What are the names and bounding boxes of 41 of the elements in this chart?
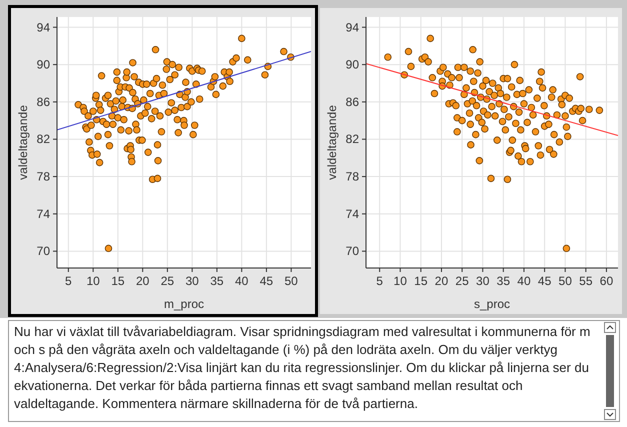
y-tick-label: 86 bbox=[346, 94, 360, 109]
x-tick-label: 25 bbox=[455, 274, 470, 288]
x-tick-label: 50 bbox=[284, 274, 298, 288]
y-tick-label: 90 bbox=[346, 58, 360, 72]
y-tick-label: 82 bbox=[346, 132, 360, 146]
x-tick-label: 45 bbox=[260, 274, 274, 288]
y-tick-label: 70 bbox=[346, 244, 360, 258]
x-axis-title: s_proc bbox=[474, 297, 510, 311]
x-tick-label: 40 bbox=[517, 274, 531, 288]
y-tick-label: 94 bbox=[36, 20, 50, 34]
x-tick-label: 50 bbox=[558, 274, 572, 288]
x-tick-label: 15 bbox=[414, 274, 428, 288]
y-tick-label: 74 bbox=[346, 206, 360, 221]
x-tick-label: 40 bbox=[235, 274, 249, 288]
x-tick-label: 10 bbox=[86, 274, 100, 288]
x-tick-label: 10 bbox=[394, 274, 408, 288]
x-tick-label: 35 bbox=[210, 274, 224, 288]
x-tick-label: 35 bbox=[496, 274, 510, 288]
x-tick-label: 30 bbox=[185, 274, 200, 288]
x-tick-label: 30 bbox=[476, 274, 490, 288]
text: Nu har vi växlat till tvåvariabeldiagram. Visar spridningsdiagram med valresultat i kommunerna för m och s på den vågräta axeln och valdeltagande (i %) på den lodräta axeln. Om du väljer verktyg 4:Analysera/6:Regression/2:Visa linjärt kan du rita regressionslinjer. Om du klickar på linjerna ser du ekvationerna. Det verkar för båda partierna finnas ett svagt samband mellan resultat och valdeltagande. Kommentera närmare skillnaderna för de två partierna. bbox=[14, 323, 592, 413]
y-axis-title: valdeltagande bbox=[325, 104, 339, 180]
x-tick-label: 60 bbox=[600, 274, 614, 288]
y-tick-label: 94 bbox=[346, 20, 360, 34]
x-tick-label: 45 bbox=[538, 274, 552, 288]
x-tick-label: 15 bbox=[111, 274, 125, 288]
x-axis-title: m_proc bbox=[164, 297, 204, 311]
y-tick-label: 78 bbox=[346, 170, 360, 184]
y-tick-label: 90 bbox=[36, 58, 50, 72]
y-axis-title: valdeltagande bbox=[16, 104, 30, 180]
y-tick-label: 86 bbox=[36, 94, 50, 109]
y-tick-label: 82 bbox=[36, 132, 50, 146]
y-tick-label: 78 bbox=[36, 170, 50, 184]
x-tick-label: 20 bbox=[434, 274, 448, 288]
x-tick-label: 20 bbox=[136, 274, 150, 288]
x-tick-label: 55 bbox=[579, 274, 593, 288]
x-tick-label: 5 bbox=[65, 274, 72, 288]
y-tick-label: 74 bbox=[36, 206, 50, 221]
x-tick-label: 5 bbox=[376, 274, 384, 288]
y-tick-label: 70 bbox=[36, 244, 50, 258]
x-tick-label: 25 bbox=[160, 274, 174, 288]
